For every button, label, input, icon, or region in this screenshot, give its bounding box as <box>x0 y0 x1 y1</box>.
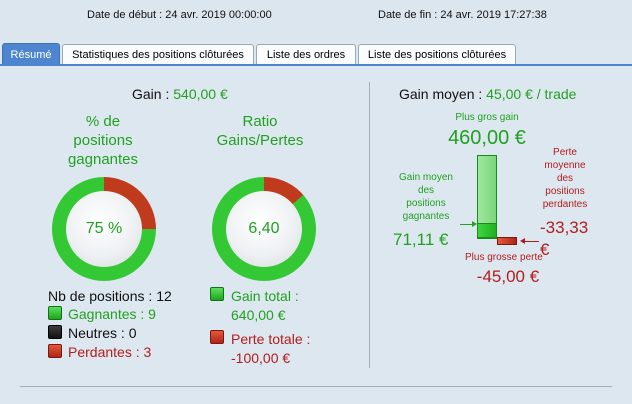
start-date: Date de début : 24 avr. 2019 00:00:00 <box>87 9 272 21</box>
neutral-legend-swatch <box>48 325 62 339</box>
winning-legend-swatch <box>48 306 62 320</box>
tab-underline <box>0 64 632 66</box>
neutral-count-label: Neutres : <box>68 325 125 341</box>
average-loss-label-line-1: Perte <box>553 147 577 158</box>
average-gain-label: Gain moyen : <box>399 86 483 102</box>
max-loss-value: -45,00 € <box>476 267 540 286</box>
total-gain-label: Gain total : <box>231 288 299 304</box>
average-loss-label-line-2: moyenne <box>544 160 586 171</box>
average-gain-value: 45,00 € / trade <box>486 86 577 102</box>
start-date-label: Date de début : <box>87 9 163 21</box>
tab-bar: Résumé Statistiques des positions clôtur… <box>0 43 632 66</box>
winning-count-label: Gagnantes : <box>68 306 145 322</box>
neutral-count: Neutres : 0 <box>68 325 137 341</box>
winning-count: Gagnantes : 9 <box>68 306 156 322</box>
end-date-label: Date de fin : <box>378 9 438 21</box>
end-date: Date de fin : 24 avr. 2019 17:27:38 <box>378 9 547 21</box>
date-range-bar: Date de début : 24 avr. 2019 00:00:00 Da… <box>0 0 632 40</box>
gain-value: 540,00 € <box>173 86 228 102</box>
losing-legend-swatch <box>48 344 62 358</box>
average-win-label-line-3: positions <box>406 198 446 209</box>
average-win-bar <box>477 223 497 238</box>
section-divider <box>369 82 370 368</box>
average-win-label-line-4: gagnantes <box>402 211 450 222</box>
tab-resume[interactable]: Résumé <box>2 43 60 65</box>
losing-count-label: Perdantes : <box>68 344 140 360</box>
average-gain-summary: Gain moyen : 45,00 € / trade <box>399 86 576 102</box>
ratio-title-line-1: Ratio <box>242 113 278 130</box>
average-win-value: 71,11 € <box>393 230 449 249</box>
gain-loss-ratio-donut: 6,40 <box>212 177 316 281</box>
winning-count-value: 9 <box>148 306 156 322</box>
gain-summary: Gain : 540,00 € <box>132 86 228 102</box>
winning-percent-text: 75 % <box>66 191 142 267</box>
losing-count: Perdantes : 3 <box>68 344 151 360</box>
average-win-label: Gain moyen des positions gagnantes <box>388 171 464 223</box>
max-loss-label: Plus grosse perte <box>465 252 543 263</box>
average-loss-label: Perte moyenne des positions perdantes <box>525 146 605 211</box>
gain-loss-ratio-text: 6,40 <box>226 191 302 267</box>
total-loss-value: -100,00 € <box>231 350 291 366</box>
max-gain-label: Plus gros gain <box>455 112 519 123</box>
positions-count-value: 12 <box>156 288 172 304</box>
average-loss-label-line-5: perdantes <box>542 199 588 210</box>
positions-count-label: Nb de positions : <box>48 288 153 304</box>
average-win-arrow <box>460 224 472 225</box>
ratio-title-line-2: Gains/Pertes <box>216 132 304 149</box>
tab-orders-list[interactable]: Liste des ordres <box>256 44 356 64</box>
winning-title-line-2: positions <box>73 132 133 149</box>
total-gain-swatch <box>210 287 224 301</box>
winning-percent-title: % de positions gagnantes <box>48 112 158 169</box>
total-loss-label: Perte totale : <box>231 331 311 347</box>
average-loss-value: -33,33 € <box>540 218 589 259</box>
start-date-value: 24 avr. 2019 00:00:00 <box>165 9 272 21</box>
tab-closed-positions-list[interactable]: Liste des positions clôturées <box>358 44 516 64</box>
bottom-divider <box>20 386 612 387</box>
winning-percent-donut: 75 % <box>52 177 156 281</box>
winning-title-line-1: % de <box>85 113 121 130</box>
losing-count-value: 3 <box>143 344 152 360</box>
average-win-label-line-1: Gain moyen <box>399 172 453 183</box>
average-loss-arrow-head <box>520 238 525 244</box>
end-date-value: 24 avr. 2019 17:27:38 <box>440 9 547 21</box>
max-gain-bar <box>477 155 497 239</box>
total-loss: Perte totale : -100,00 € <box>231 330 310 368</box>
tab-closed-positions-stats[interactable]: Statistiques des positions clôturées <box>62 44 254 64</box>
ratio-title: Ratio Gains/Pertes <box>205 112 315 150</box>
average-loss-bar <box>497 237 517 245</box>
average-win-arrow-head <box>472 221 477 227</box>
total-gain: Gain total : 640,00 € <box>231 287 299 325</box>
average-win-label-line-2: des <box>417 185 435 196</box>
positions-count: Nb de positions : 12 <box>48 288 172 304</box>
average-loss-label-line-3: des <box>556 173 574 184</box>
gain-label: Gain : <box>132 86 170 102</box>
winning-title-line-3: gagnantes <box>67 151 139 168</box>
average-loss-label-line-4: positions <box>545 186 585 197</box>
total-loss-swatch <box>210 330 224 344</box>
neutral-count-value: 0 <box>128 325 137 341</box>
max-gain-value: 460,00 € <box>448 127 526 149</box>
total-gain-value: 640,00 € <box>231 307 286 323</box>
average-loss-arrow <box>525 241 539 242</box>
